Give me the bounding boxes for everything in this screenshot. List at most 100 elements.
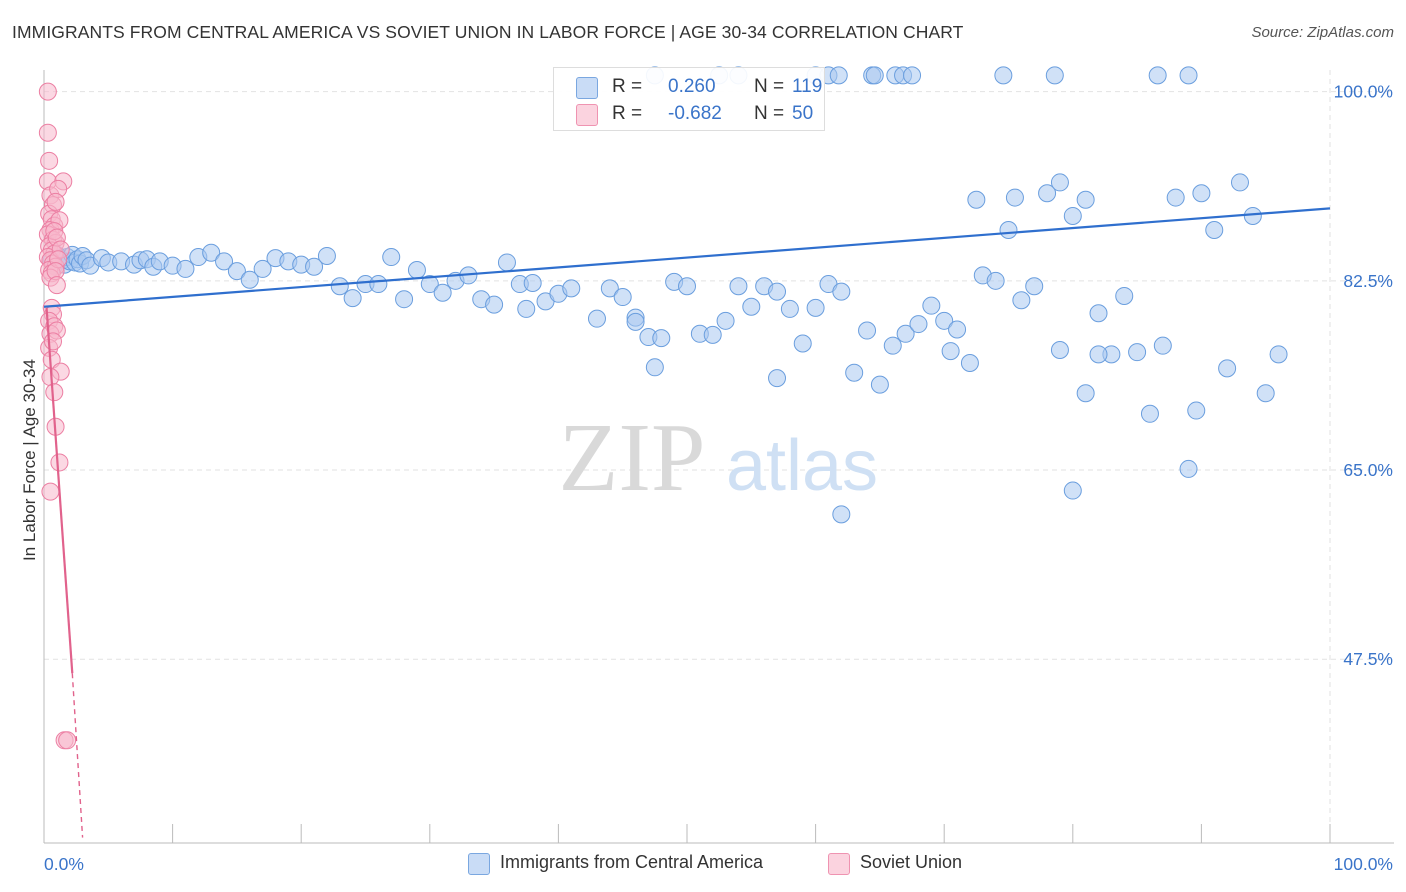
point-central-america xyxy=(1140,404,1159,423)
point-central-america xyxy=(832,282,851,301)
series-swatch xyxy=(576,77,598,99)
point-central-america xyxy=(1089,345,1108,364)
point-central-america xyxy=(1179,66,1198,85)
point-central-america xyxy=(652,329,671,348)
point-central-america xyxy=(395,290,414,309)
series-swatch xyxy=(576,104,598,126)
trend-line-soviet-union xyxy=(45,307,74,674)
r-value: 0.260 xyxy=(668,76,716,97)
point-central-america xyxy=(678,277,696,296)
point-central-america xyxy=(1243,206,1262,225)
point-central-america xyxy=(1063,206,1082,225)
point-central-america xyxy=(1153,336,1172,355)
point-central-america xyxy=(832,505,851,524)
point-central-america xyxy=(382,248,401,267)
point-central-america xyxy=(407,261,426,280)
point-soviet-union xyxy=(50,453,69,472)
point-central-america xyxy=(948,320,967,339)
trend-line-central-america xyxy=(43,207,1331,308)
point-central-america xyxy=(742,297,761,316)
point-central-america xyxy=(1050,173,1069,192)
point-central-america xyxy=(1076,190,1095,209)
point-central-america xyxy=(523,273,542,292)
point-central-america xyxy=(369,275,388,294)
point-central-america xyxy=(935,311,954,330)
point-central-america xyxy=(215,252,234,271)
stats-legend: R = 0.260 N = 119 R = -0.682 N = 50 xyxy=(553,67,825,131)
point-central-america xyxy=(253,259,272,278)
point-central-america xyxy=(1128,343,1147,362)
point-central-america xyxy=(883,336,902,355)
point-central-america xyxy=(1025,277,1044,296)
point-central-america xyxy=(517,299,536,318)
point-central-america xyxy=(613,288,632,307)
point-soviet-union xyxy=(47,276,66,295)
trend-line-soviet-union-extension xyxy=(71,673,84,838)
point-central-america xyxy=(587,309,606,328)
legend-swatch xyxy=(468,853,490,875)
point-central-america xyxy=(1148,66,1167,85)
point-central-america xyxy=(330,277,349,296)
y-tick-label: 65.0% xyxy=(1343,460,1393,480)
point-central-america xyxy=(994,66,1013,85)
point-central-america xyxy=(967,190,986,209)
point-central-america xyxy=(1166,188,1185,207)
point-soviet-union xyxy=(46,192,65,211)
point-central-america xyxy=(941,342,960,361)
point-central-america xyxy=(870,375,889,394)
point-central-america xyxy=(865,66,884,85)
point-central-america xyxy=(1269,345,1288,364)
chart-source: Source: ZipAtlas.com xyxy=(1251,24,1394,41)
point-central-america xyxy=(806,298,825,317)
point-central-america xyxy=(433,283,452,302)
axes xyxy=(43,70,1394,844)
point-central-america xyxy=(896,324,915,343)
r-label: R = xyxy=(612,103,643,124)
point-central-america xyxy=(1045,66,1064,85)
tick-labels: 100.0% 82.5% 65.0% 47.5% 0.0% 100.0% xyxy=(44,82,1393,874)
point-central-america xyxy=(793,334,812,353)
point-central-america xyxy=(420,275,439,294)
legend-swatch xyxy=(828,853,850,875)
point-soviet-union xyxy=(45,383,64,402)
point-central-america xyxy=(1187,401,1206,420)
point-central-america xyxy=(600,279,619,298)
y-tick-label: 47.5% xyxy=(1343,649,1393,669)
point-central-america xyxy=(768,369,787,388)
point-central-america xyxy=(1230,173,1249,192)
point-central-america xyxy=(1038,184,1057,203)
point-central-america xyxy=(343,289,362,308)
point-central-america xyxy=(1089,304,1108,323)
point-central-america xyxy=(240,270,259,289)
series-legend: Immigrants from Central America Soviet U… xyxy=(0,851,1406,877)
point-soviet-union xyxy=(38,123,57,142)
data-points xyxy=(38,66,1288,750)
point-soviet-union xyxy=(44,332,63,351)
point-central-america xyxy=(485,295,504,314)
point-central-america xyxy=(1115,286,1134,305)
point-central-america xyxy=(562,279,581,298)
legend-label: Immigrants from Central America xyxy=(500,852,764,872)
point-central-america xyxy=(626,312,645,331)
watermark: ZIP atlas xyxy=(559,404,879,512)
point-soviet-union xyxy=(41,482,60,501)
point-central-america xyxy=(497,253,516,272)
point-soviet-union xyxy=(58,731,77,750)
point-central-america xyxy=(780,299,799,318)
point-central-america xyxy=(703,325,722,344)
point-central-america xyxy=(305,257,324,276)
point-central-america xyxy=(858,321,877,340)
point-central-america xyxy=(922,296,941,315)
point-central-america xyxy=(317,246,336,265)
x-tick-label: 100.0% xyxy=(1334,854,1393,874)
r-value: -0.682 xyxy=(668,103,722,124)
point-central-america xyxy=(645,358,664,377)
n-value: 119 xyxy=(792,76,823,97)
point-central-america xyxy=(1005,188,1024,207)
n-value: 50 xyxy=(792,103,814,124)
point-central-america xyxy=(986,271,1005,290)
point-soviet-union xyxy=(40,151,59,170)
r-label: R = xyxy=(612,76,643,97)
point-central-america xyxy=(1256,384,1275,403)
watermark-zip: ZIP xyxy=(559,404,706,512)
